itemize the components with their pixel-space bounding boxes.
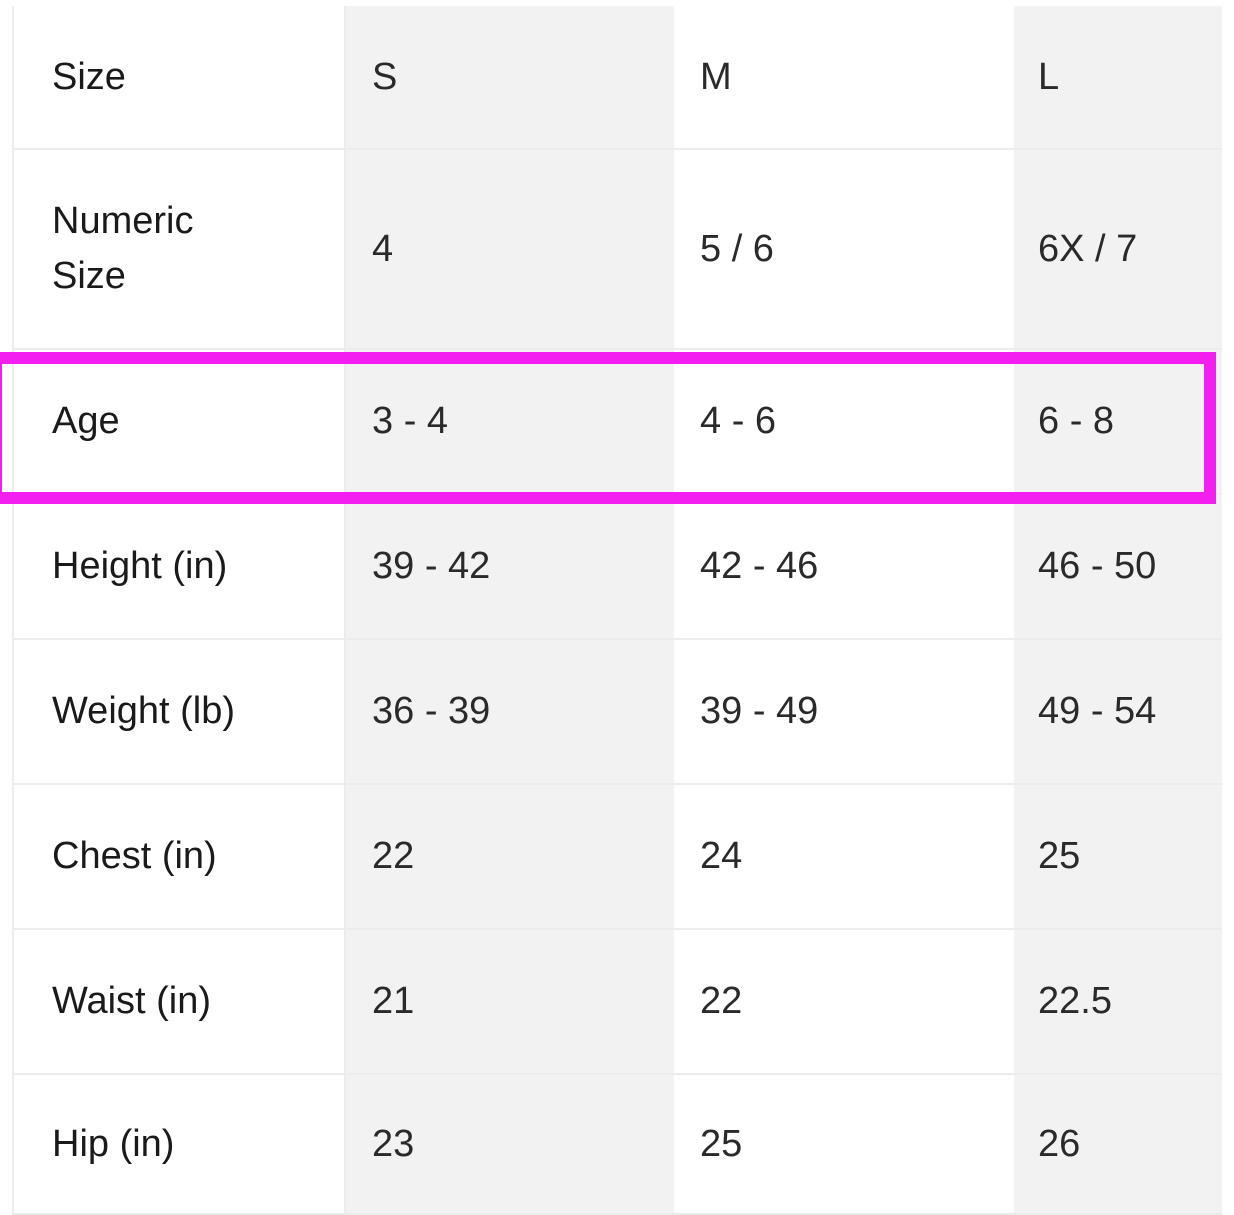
- size-value-cell: M: [674, 6, 1014, 148]
- table-row: Weight (lb) 36 - 39 39 - 49 49 - 54: [12, 640, 1222, 785]
- size-value-cell: 22: [346, 785, 674, 928]
- table-row: Hip (in) 23 25 26: [12, 1075, 1222, 1215]
- size-value-cell: 25: [1014, 785, 1222, 928]
- size-value-cell: 25: [674, 1075, 1014, 1213]
- size-value-cell: 49 - 54: [1014, 640, 1222, 783]
- size-value-cell: 22: [674, 930, 1014, 1073]
- size-value-cell: 22.5: [1014, 930, 1222, 1073]
- size-value-cell: 5 / 6: [674, 150, 1014, 348]
- row-label: Weight (lb): [12, 640, 346, 783]
- size-value-cell: 4: [346, 150, 674, 348]
- table-row: Size S M L: [12, 6, 1222, 150]
- row-label: Size: [12, 6, 346, 148]
- row-label: Hip (in): [12, 1075, 346, 1213]
- size-value-cell: 21: [346, 930, 674, 1073]
- size-value-cell: 39 - 49: [674, 640, 1014, 783]
- size-value-cell: 23: [346, 1075, 674, 1213]
- size-value-cell: 26: [1014, 1075, 1222, 1213]
- table-row: Numeric Size 4 5 / 6 6X / 7: [12, 150, 1222, 350]
- table-row: Height (in) 39 - 42 42 - 46 46 - 50: [12, 495, 1222, 640]
- size-value-cell: S: [346, 6, 674, 148]
- size-value-cell: 6X / 7: [1014, 150, 1222, 348]
- size-value-cell: 46 - 50: [1014, 495, 1222, 638]
- size-value-cell: 42 - 46: [674, 495, 1014, 638]
- row-label: Waist (in): [12, 930, 346, 1073]
- size-value-cell: L: [1014, 6, 1222, 148]
- row-label: Numeric Size: [12, 150, 346, 348]
- row-label: Age: [12, 350, 346, 493]
- size-value-cell: 36 - 39: [346, 640, 674, 783]
- size-value-cell: 39 - 42: [346, 495, 674, 638]
- table-row: Chest (in) 22 24 25: [12, 785, 1222, 930]
- size-value-cell: 3 - 4: [346, 350, 674, 493]
- size-value-cell: 6 - 8: [1014, 350, 1222, 493]
- size-value-cell: 4 - 6: [674, 350, 1014, 493]
- row-label: Height (in): [12, 495, 346, 638]
- size-value-cell: 24: [674, 785, 1014, 928]
- table-row: Waist (in) 21 22 22.5: [12, 930, 1222, 1075]
- row-label: Chest (in): [12, 785, 346, 928]
